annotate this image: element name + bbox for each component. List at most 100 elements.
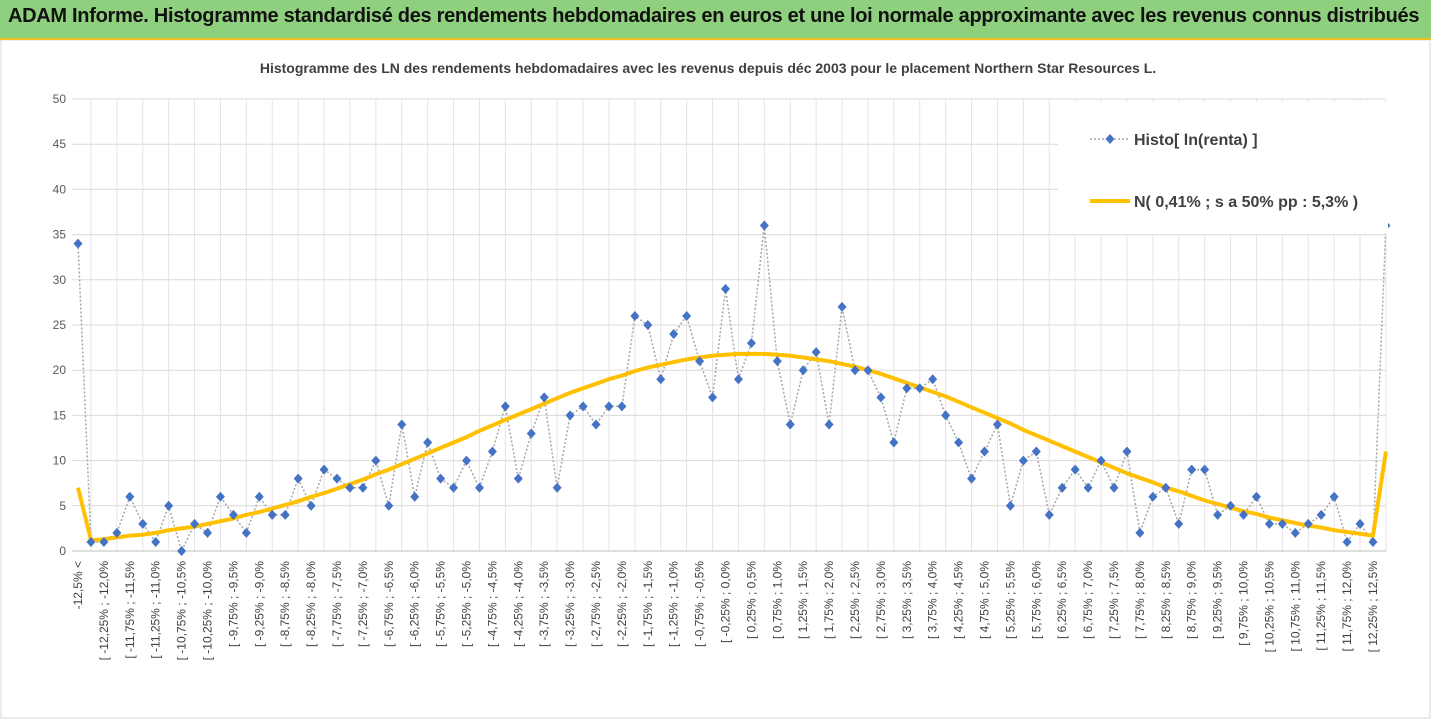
data-point [967,473,977,484]
x-tick-label: [ 2,25% ; 2,5% [848,561,862,639]
x-tick-label: [ 8,75% ; 9,0% [1185,561,1199,639]
chart: Histogramme des LN des rendements hebdom… [0,40,1431,719]
x-tick-label: -12,5% < [71,561,85,609]
data-point [1342,536,1352,547]
header-title: ADAM Informe. Histogramme standardisé de… [8,5,1420,27]
data-point [1226,500,1236,511]
x-tick-label: [ -9,75% ; -9,5% [226,561,240,647]
x-tick-label: [ -6,75% ; -6,5% [382,561,396,647]
x-tick-label: [ 9,75% ; 10,0% [1237,561,1251,646]
x-tick-label: [ 11,75% ; 12,0% [1340,561,1354,652]
data-point [1174,518,1184,529]
x-tick-label: [ -1,25% ; -1,0% [667,561,681,647]
data-point [371,455,381,466]
x-tick-label: [ -0,75% ; -0,5% [693,561,707,647]
x-tick-label: [ 9,25% ; 9,5% [1211,561,1225,639]
x-tick-label: [ 0,75% ; 1,0% [770,561,784,639]
x-tick-label: [ 4,25% ; 4,5% [952,561,966,639]
x-tick-label: [ 7,75% ; 8,0% [1133,561,1147,639]
data-point [824,419,834,430]
data-point [462,455,471,466]
data-point [980,446,989,457]
data-point [241,527,251,538]
data-point [1096,455,1106,466]
data-point [915,383,925,394]
header: ADAM Informe. Histogramme standardisé de… [0,0,1431,40]
data-point [1109,482,1119,493]
data-point [837,301,847,312]
x-tick-label: [ -2,25% ; -2,0% [615,561,629,647]
data-point [591,419,601,430]
x-tick-label: [ 3,25% ; 3,5% [900,561,914,639]
data-point [941,410,951,421]
data-point [73,238,83,249]
data-point [474,482,484,493]
data-point [552,482,562,493]
x-tick-label: [ 4,75% ; 5,0% [978,561,992,639]
x-tick-label: [ -5,25% ; -5,0% [460,561,474,647]
y-tick-label: 35 [53,228,67,242]
data-point [358,482,368,493]
data-point [1031,446,1041,457]
x-tick-label: [ 11,25% ; 11,5% [1314,561,1328,651]
data-point [708,392,718,403]
data-point [759,220,769,231]
data-point [928,374,938,385]
data-point [643,320,653,330]
x-tick-label: [ 3,75% ; 4,0% [926,561,940,639]
x-tick-label: [ -2,75% ; -2,5% [589,561,603,647]
data-point [682,310,692,321]
x-tick-label: [ -12,25% ; -12,0% [97,561,111,661]
data-point [811,347,821,358]
data-point [1329,491,1339,502]
x-tick-label: [ -0,25% ; 0,0% [719,561,733,643]
data-point [125,491,135,502]
x-tick-label: [ -3,25% ; -3,0% [563,561,577,647]
x-tick-label: [ 1,25% ; 1,5% [796,561,810,639]
x-tick-label: [ 7,25% ; 7,5% [1107,561,1121,639]
legend-box [1058,102,1388,234]
data-point [86,536,96,547]
data-point [1303,518,1313,529]
x-tick-label: [ -10,25% ; -10,0% [201,561,215,661]
data-point [384,500,394,511]
data-point [656,374,666,385]
data-point [487,446,497,457]
data-point [449,482,459,493]
x-tick-label: [ 8,25% ; 8,5% [1159,561,1173,639]
y-tick-label: 30 [53,273,67,287]
y-tick-label: 40 [53,182,67,196]
x-tick-label: [ -8,25% ; -8,0% [304,561,318,647]
data-point [215,491,225,502]
legend-marker [1105,134,1115,144]
x-tick-label: [ 5,75% ; 6,0% [1029,561,1043,639]
data-point [1083,482,1093,493]
data-point [397,419,407,430]
data-point [1018,455,1028,466]
data-point [1355,518,1365,529]
data-point [423,437,433,448]
data-point [733,374,743,385]
data-point [992,419,1002,430]
y-tick-label: 15 [53,408,67,422]
data-point [772,356,782,367]
data-point [539,392,549,403]
data-point [695,356,705,367]
data-point [254,491,264,502]
data-point [436,473,446,484]
data-point [138,518,148,529]
data-point [164,500,174,511]
data-point [203,527,212,538]
data-point [902,383,912,394]
y-tick-label: 45 [53,137,67,151]
x-tick-label: [ 6,25% ; 6,5% [1055,561,1069,639]
data-point [1057,482,1067,493]
data-point [798,365,808,376]
x-tick-label: [ -11,75% ; -11,5% [123,561,137,659]
data-point [889,437,899,448]
y-tick-label: 5 [59,499,66,513]
data-point [1122,446,1132,457]
data-point [293,473,303,484]
y-tick-label: 10 [53,454,67,468]
data-point [1161,482,1171,493]
